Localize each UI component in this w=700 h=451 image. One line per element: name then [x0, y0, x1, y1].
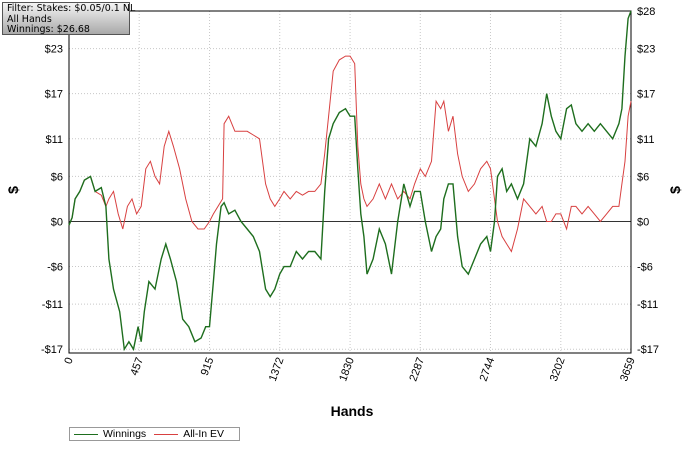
filter-text: Filter: Stakes: $0.05/0.1 NL	[7, 3, 136, 14]
legend: Winnings All-In EV	[69, 427, 240, 441]
legend-swatch-winnings	[74, 433, 98, 435]
y-tick-label-right: $23	[637, 44, 655, 56]
legend-swatch-allin-ev	[154, 433, 179, 435]
grid	[68, 10, 632, 353]
x-tick-label: 0	[62, 356, 75, 366]
y-tick-label-right: $6	[637, 171, 649, 183]
x-tick-label: 1830	[337, 356, 357, 383]
y-tick-label-right: $28	[637, 6, 655, 18]
series-line-allin-ev	[68, 55, 632, 253]
legend-label-winnings: Winnings	[103, 428, 147, 440]
x-tick-label: 3659	[618, 356, 638, 383]
x-tick-label: 3202	[548, 356, 568, 383]
plot-frame	[68, 10, 632, 354]
y-tick-label-left: $17	[45, 89, 63, 101]
x-tick-label: 1372	[267, 356, 287, 383]
hands-text: All Hands	[7, 13, 52, 25]
y-axis-title-right: $	[667, 186, 683, 194]
y-tick-label-right: $11	[637, 134, 655, 146]
x-tick-label: 915	[199, 356, 217, 377]
legend-item-winnings: Winnings	[74, 428, 146, 440]
y-tick-label-right: $17	[637, 89, 655, 101]
x-tick-label: 2287	[407, 356, 427, 383]
series-layer	[68, 10, 632, 352]
y-tick-label-right: -$6	[637, 262, 653, 274]
y-tick-label-right: $0	[637, 216, 649, 228]
legend-item-allin-ev: All-In EV	[154, 428, 224, 440]
y-tick-label-left: -$17	[41, 344, 63, 356]
legend-label-allin-ev: All-In EV	[183, 428, 225, 440]
y-tick-label-left: $6	[51, 171, 63, 183]
y-tick-label-left: -$11	[42, 299, 63, 311]
y-tick-label-right: -$11	[637, 299, 658, 311]
y-tick-label-left: -$6	[47, 262, 63, 274]
x-tick-label: 2744	[478, 356, 498, 383]
x-tick-label: 457	[128, 356, 146, 377]
x-axis-title: Hands	[331, 403, 374, 419]
y-tick-label-left: $11	[45, 134, 63, 146]
y-tick-label-left: $23	[45, 44, 63, 56]
y-tick-label-right: -$17	[637, 344, 659, 356]
series-line-winnings	[68, 10, 632, 352]
winnings-text: Winnings: $26.68	[7, 24, 90, 35]
y-axis-title-left: $	[5, 186, 21, 194]
filter-info-box: Filter: Stakes: $0.05/0.1 NL All Hands W…	[2, 2, 136, 35]
y-tick-label-left: $0	[51, 216, 63, 228]
